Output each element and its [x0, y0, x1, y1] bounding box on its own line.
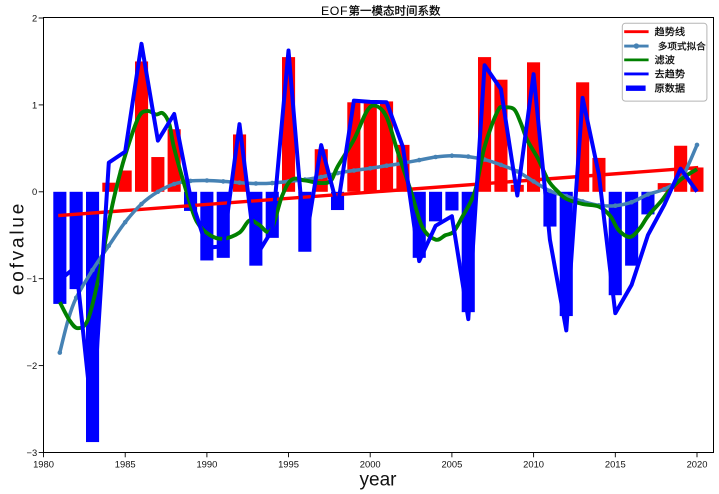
svg-text:2020: 2020 — [687, 459, 708, 470]
svg-text:2015: 2015 — [605, 459, 626, 470]
svg-text:−2: −2 — [26, 360, 37, 371]
svg-text:1995: 1995 — [278, 459, 299, 470]
svg-text:2: 2 — [32, 12, 37, 23]
svg-text:2005: 2005 — [441, 459, 462, 470]
svg-text:−3: −3 — [26, 447, 37, 458]
svg-text:eofvalue: eofvalue — [7, 201, 28, 295]
svg-text:2000: 2000 — [360, 459, 381, 470]
svg-text:−1: −1 — [26, 273, 37, 284]
svg-text:0: 0 — [32, 186, 37, 197]
svg-text:1990: 1990 — [196, 459, 217, 470]
svg-text:EOF: EOF — [321, 4, 348, 18]
svg-text:year: year — [360, 470, 398, 491]
svg-text:1: 1 — [32, 99, 37, 110]
svg-text:1985: 1985 — [115, 459, 136, 470]
svg-text:1980: 1980 — [33, 459, 54, 470]
svg-text:2010: 2010 — [523, 459, 544, 470]
